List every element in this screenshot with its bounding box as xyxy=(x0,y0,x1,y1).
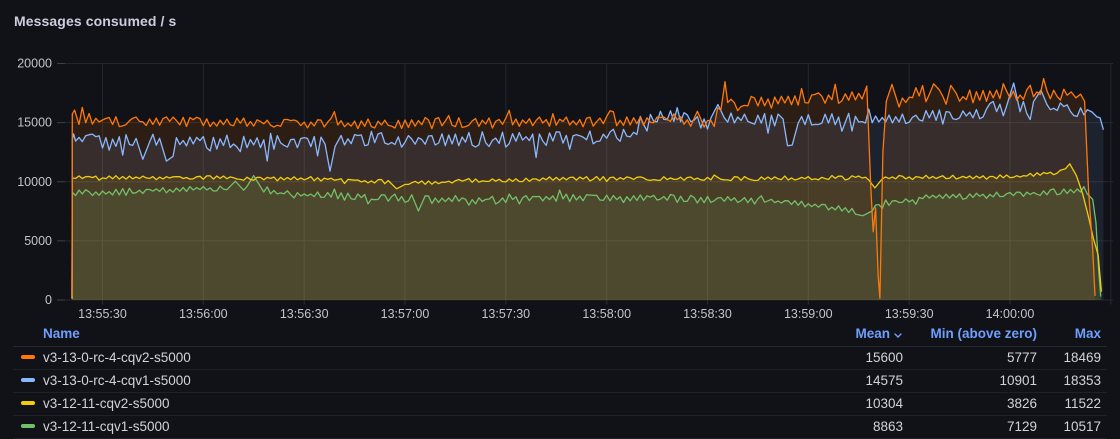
svg-text:13:57:00: 13:57:00 xyxy=(381,307,430,321)
svg-text:13:58:00: 13:58:00 xyxy=(582,307,631,321)
svg-text:5000: 5000 xyxy=(24,234,52,248)
svg-text:13:55:30: 13:55:30 xyxy=(78,307,127,321)
svg-text:20000: 20000 xyxy=(17,57,52,71)
svg-text:13:59:30: 13:59:30 xyxy=(885,307,934,321)
svg-text:13:57:30: 13:57:30 xyxy=(481,307,530,321)
svg-text:13:58:30: 13:58:30 xyxy=(683,307,732,321)
svg-text:15000: 15000 xyxy=(17,116,52,130)
svg-text:13:56:30: 13:56:30 xyxy=(280,307,329,321)
svg-text:0: 0 xyxy=(45,293,52,307)
svg-text:13:56:00: 13:56:00 xyxy=(179,307,228,321)
svg-text:14:00:00: 14:00:00 xyxy=(986,307,1035,321)
svg-text:10000: 10000 xyxy=(17,175,52,189)
svg-text:13:59:00: 13:59:00 xyxy=(784,307,833,321)
